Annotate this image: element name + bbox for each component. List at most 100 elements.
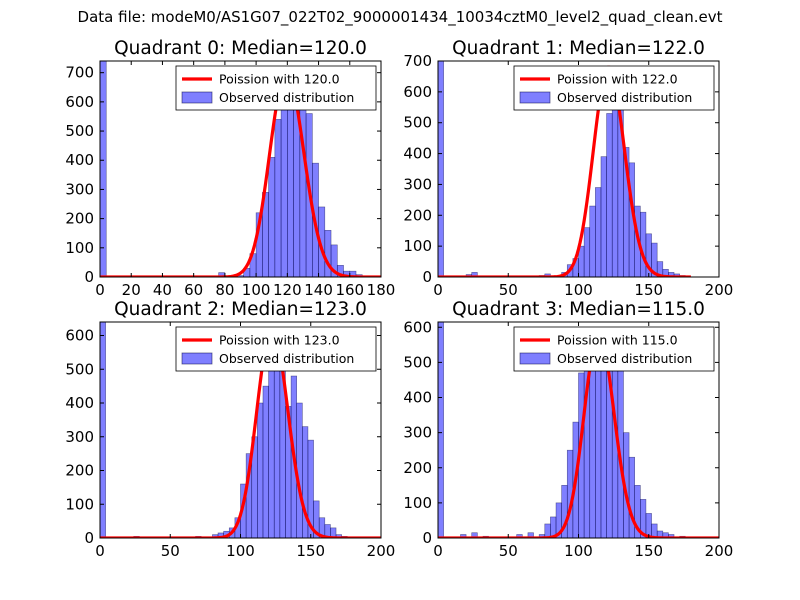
y-tick-label: 600 [403,83,432,101]
chart-title: Quadrant 2: Median=123.0 [114,299,367,320]
histogram-bar [628,456,636,538]
legend-bar-swatch [519,91,551,104]
y-tick-label: 400 [65,394,94,412]
legend-line-label: Poission with 123.0 [219,333,340,348]
y-tick-label: 100 [403,494,432,512]
x-tick-label: 0 [95,281,105,299]
legend-bar-label: Observed distribution [219,351,354,366]
histogram-bar [330,244,338,277]
x-tick-label: 120 [273,281,302,299]
y-tick-label: 0 [84,529,94,547]
y-tick-label: 400 [403,389,432,407]
y-tick-label: 200 [65,210,94,228]
y-tick-label: 0 [422,529,432,547]
y-tick-label: 500 [65,122,94,140]
histogram-bar [100,322,106,538]
x-tick-label: 100 [226,542,255,560]
y-tick-label: 500 [403,114,432,132]
x-tick-label: 160 [335,281,364,299]
x-tick-label: 150 [296,542,325,560]
legend-bar-label: Observed distribution [557,351,692,366]
chart-legend: Poission with 123.0 Observed distribution [175,326,377,372]
histogram-bar [589,205,596,277]
legend-line-label: Poission with 122.0 [557,72,678,87]
histogram-bar [324,229,332,277]
histogram-bar [268,157,276,277]
x-tick-label: 40 [153,281,172,299]
chart-legend: Poission with 115.0 Observed distribution [513,326,715,372]
histogram-bar [257,402,264,538]
histogram-bar [330,527,337,538]
y-tick-label: 600 [403,318,432,336]
legend-bar-label: Observed distribution [219,90,354,105]
x-tick-label: 150 [634,542,663,560]
quadrant-3-panel: 0 50 100 150 200 0 100 200 300 400 500 600 Quadrant … [403,299,733,560]
histogram-bar [651,242,658,277]
x-tick-label: 50 [161,542,180,560]
y-tick-label: 500 [65,360,94,378]
histogram-bar [611,85,619,277]
x-tick-label: 80 [215,281,234,299]
quadrant-1-plot-area [438,61,692,277]
y-tick-label: 300 [403,175,432,193]
histogram-bar [274,119,282,277]
x-tick-label: 50 [499,542,518,560]
figure-title: Data file: modeM0/AS1G07_022T02_90000014… [77,8,723,26]
poisson-curve [438,65,692,277]
y-tick-label: 600 [65,93,94,111]
y-tick-label: 400 [65,151,94,169]
x-tick-label: 20 [122,281,141,299]
y-tick-label: 200 [403,459,432,477]
x-tick-label: 140 [304,281,333,299]
y-tick-label: 700 [403,52,432,70]
y-tick-label: 500 [403,353,432,371]
axes-frame [99,60,382,278]
x-tick-label: 200 [367,542,396,560]
legend-line-label: Poission with 115.0 [557,333,678,348]
y-tick-label: 200 [403,206,432,224]
x-tick-label: 50 [499,281,518,299]
histogram-bar [280,95,288,277]
histogram-bar [595,187,602,277]
y-tick-label: 100 [65,239,94,257]
chart-title: Quadrant 0: Median=120.0 [114,38,367,59]
histogram-bar [262,385,269,538]
histogram-bar [438,61,444,277]
quadrant-2-panel: 0 50 100 150 200 0 100 200 300 400 500 600 Quadrant … [65,299,395,560]
y-tick-label: 300 [65,180,94,198]
y-tick-label: 200 [65,462,94,480]
legend-box [513,326,715,372]
histogram-bar [583,227,591,277]
y-tick-label: 100 [65,495,94,513]
histogram-bar [438,322,444,538]
quadrant-1-panel: 0 50 100 150 200 0 100 200 300 400 500 600 700 Quadra… [403,38,733,299]
chart-legend: Poission with 120.0 Observed distribution [175,65,377,111]
y-tick-label: 300 [403,424,432,442]
chart-title: Quadrant 1: Median=122.0 [452,38,705,59]
x-tick-label: 100 [242,281,271,299]
x-tick-label: 200 [705,542,734,560]
histogram-bar [268,352,275,538]
x-tick-label: 60 [184,281,203,299]
legend-line-label: Poission with 120.0 [219,72,340,87]
y-tick-label: 700 [65,64,94,82]
quadrant-2-plot-area [100,322,381,538]
legend-bar-swatch [181,352,213,365]
legend-bar-label: Observed distribution [557,90,692,105]
y-tick-label: 400 [403,145,432,163]
histogram-bar [600,156,607,277]
histogram-bar [606,113,613,277]
legend-bar-swatch [519,352,551,365]
x-tick-label: 100 [564,542,593,560]
quadrant-3-plot-area [438,322,719,538]
histogram-bar [307,439,314,538]
chart-title: Quadrant 3: Median=115.0 [452,299,705,320]
x-tick-label: 200 [705,281,734,299]
quadrant-0-plot-area [100,61,381,277]
x-tick-label: 0 [433,542,443,560]
x-tick-label: 0 [95,542,105,560]
poisson-curve [100,71,381,277]
x-tick-label: 100 [564,281,593,299]
y-tick-label: 0 [84,268,94,286]
